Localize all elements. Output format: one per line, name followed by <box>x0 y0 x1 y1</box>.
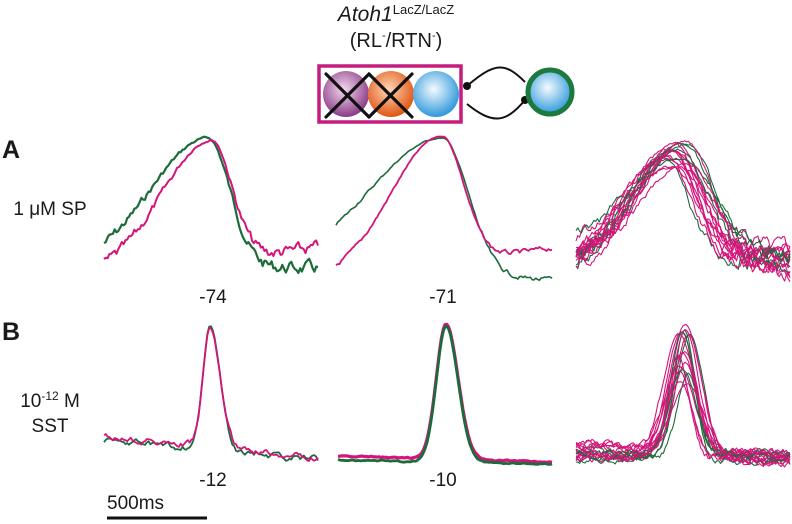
trace-a1-magenta <box>103 138 319 260</box>
lineage-box <box>317 64 463 124</box>
trace-b3-overlay <box>575 329 791 460</box>
blue-cell-icon <box>413 71 459 117</box>
condition-b-unit: M <box>58 391 80 412</box>
scale-bar-label: 500ms <box>107 493 165 514</box>
trace-a3-overlay <box>575 149 791 274</box>
value-b-1: -12 <box>199 470 227 491</box>
trace-b3-overlay <box>575 369 791 463</box>
condition-label-a: 1 μM SP <box>0 197 100 222</box>
value-b-2: -10 <box>429 470 457 491</box>
trace-a2-green <box>335 137 553 282</box>
trace-b3-overlay <box>576 381 791 468</box>
trace-b3-overlay <box>575 365 791 459</box>
trace-a3-overlay <box>575 158 791 259</box>
genotype-close: ) <box>435 30 443 52</box>
condition-b-peptide: SST <box>31 416 69 437</box>
gene-name: Atoh1 <box>337 3 393 26</box>
trace-a3-overlay <box>575 140 791 282</box>
condition-b-base: 10 <box>20 391 42 412</box>
trace-layer <box>103 135 791 468</box>
trace-a3-overlay <box>575 165 791 249</box>
trace-a3-overlay <box>575 148 791 275</box>
trace-b3-overlay <box>575 361 791 462</box>
value-a-1: -74 <box>199 287 227 308</box>
trace-a3-overlay <box>575 157 791 263</box>
green-ring-cell-icon <box>525 67 575 117</box>
trace-b3-overlay <box>575 354 791 463</box>
trace-b1-magenta <box>103 327 319 462</box>
genotype-title: Atoh1LacZ/LacZ <box>0 2 792 27</box>
trace-b2-magenta <box>337 322 553 464</box>
trace-b1-green <box>103 325 319 462</box>
trace-a3-overlay <box>575 163 791 278</box>
panel-letter-a: A <box>2 136 21 164</box>
trace-b2-green <box>337 324 553 466</box>
genotype-subtitle: (RL-/RTN-) <box>0 30 792 53</box>
condition-a-text: 1 μM SP <box>13 199 87 220</box>
value-a-2: -71 <box>429 287 457 308</box>
trace-a3-overlay <box>575 150 791 270</box>
condition-label-b: 10-12 M SST <box>2 384 98 439</box>
genotype-sup-2: - <box>431 30 436 42</box>
trace-a1-green <box>103 135 319 275</box>
gene-superscript: LacZ/LacZ <box>392 2 455 17</box>
panel-letter-b: B <box>2 318 21 346</box>
x-mark-icon <box>324 72 414 119</box>
genotype-open: (RL <box>349 30 382 52</box>
trace-a2-magenta <box>335 135 553 266</box>
genotype-sup-1: - <box>381 30 386 42</box>
condition-b-exponent: -12 <box>41 389 59 403</box>
genotype-mid: /RTN <box>385 30 432 52</box>
bidirectional-connection-icon <box>463 66 529 120</box>
trace-b3-overlay <box>575 383 791 460</box>
